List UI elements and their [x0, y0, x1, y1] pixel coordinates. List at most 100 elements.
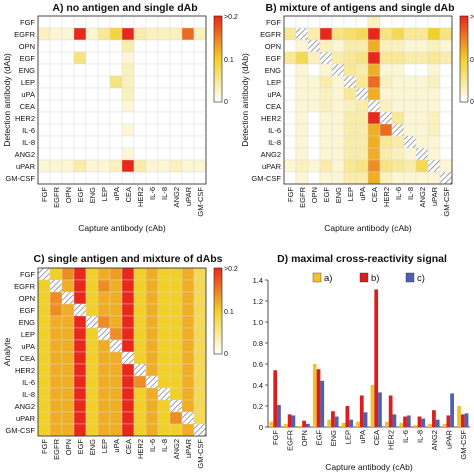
heatmap-cell [415, 111, 429, 125]
heatmap-cell [157, 375, 171, 389]
heatmap-cell [319, 147, 333, 161]
heatmap-cell [439, 123, 453, 137]
x-tick-label: uPAR [184, 438, 193, 458]
heatmap-cell [97, 375, 111, 389]
heatmap-cell [109, 51, 123, 65]
colorbar-tick-label: 0 [224, 99, 228, 106]
heatmap-cell [319, 63, 333, 77]
heatmap-cell [193, 51, 207, 65]
heatmap-cell [181, 15, 195, 29]
heatmap-cell [169, 387, 183, 401]
heatmap-cell [85, 375, 99, 389]
heatmap-cell [343, 111, 357, 125]
legend-swatch [405, 272, 415, 283]
heatmap-cell [109, 123, 123, 137]
heatmap-cell [133, 159, 147, 173]
heatmap-cell [121, 147, 135, 161]
x-tick-label: ANG2 [418, 187, 427, 207]
heatmap-cell [85, 423, 99, 437]
heatmap-cell [37, 399, 51, 413]
heatmap-cell [133, 63, 147, 77]
heatmap-cell [85, 147, 99, 161]
heatmap-cell [367, 159, 381, 173]
heatmap-cell [427, 147, 441, 161]
heatmap-cell [379, 135, 393, 149]
x-tick-label: EGFR [52, 438, 61, 459]
heatmap-cell [97, 423, 111, 437]
y-tick-label: 1.2 [253, 297, 263, 306]
x-tick-label: uPA [112, 187, 121, 201]
heatmap-cell [109, 363, 123, 377]
heatmap-cell [133, 375, 147, 389]
heatmap-cell [379, 147, 393, 161]
heatmap-cell [319, 99, 333, 113]
heatmap-cell [157, 39, 171, 53]
heatmap-cell [367, 39, 381, 53]
heatmap-cell [157, 315, 171, 329]
heatmap-cell [121, 315, 135, 329]
heatmap-cell [367, 99, 381, 113]
y-tick-label: EGF [266, 54, 282, 63]
heatmap-cell [73, 315, 87, 329]
heatmap-cell [109, 423, 123, 437]
heatmap-cell [169, 51, 183, 65]
heatmap-cell [415, 87, 429, 101]
y-tick-label: HER2 [15, 366, 35, 375]
heatmap-cell [61, 87, 75, 101]
x-tick-label: FGF [286, 187, 295, 202]
heatmap-cell [133, 423, 147, 437]
heatmap-cell [73, 39, 87, 53]
heatmap-cell [391, 87, 405, 101]
heatmap-cell [427, 15, 441, 29]
heatmap-cell [415, 147, 429, 161]
heatmap-cell [121, 267, 135, 281]
bar [435, 419, 440, 427]
heatmap-cell [193, 27, 207, 41]
heatmap-panel-b: B) mixture of antigens and single dAb FGF… [240, 2, 474, 233]
heatmap-cell [307, 135, 321, 149]
chart-title: B) mixture of antigens and single dAb [265, 2, 454, 14]
heatmap-cell [85, 351, 99, 365]
heatmap-cell [37, 63, 51, 77]
heatmap-cell [319, 159, 333, 173]
heatmap-cell [181, 291, 195, 305]
heatmap-cell [157, 75, 171, 89]
heatmap-cell [97, 291, 111, 305]
heatmap-cell [181, 99, 195, 113]
bar [320, 380, 325, 427]
heatmap-cell [61, 375, 75, 389]
heatmap-cell [37, 111, 51, 125]
heatmap-cell [121, 279, 135, 293]
heatmap-cell [73, 399, 87, 413]
heatmap-cell [145, 159, 159, 173]
bar [406, 415, 411, 427]
heatmap-cell [391, 123, 405, 137]
y-tick-label: ANG2 [15, 402, 35, 411]
heatmap-cell [193, 327, 207, 341]
heatmap-cell [403, 27, 417, 41]
heatmap-cell [427, 171, 441, 185]
heatmap-cell [49, 351, 63, 365]
heatmap-cell [307, 111, 321, 125]
heatmap-cell [49, 99, 63, 113]
heatmap-cell [193, 75, 207, 89]
heatmap-cell [97, 315, 111, 329]
heatmap-cell [97, 63, 111, 77]
heatmap-cell [37, 303, 51, 317]
x-tick-label: EGF [315, 430, 324, 446]
heatmap-cell [133, 39, 147, 53]
heatmap-cell [121, 327, 135, 341]
y-tick-label: GM-CSF [251, 174, 281, 183]
heatmap-cell [121, 351, 135, 365]
y-axis-label: Analyte [2, 338, 12, 367]
heatmap-cell [121, 303, 135, 317]
heatmap-cell [331, 51, 345, 65]
x-tick-label: HER2 [136, 439, 145, 459]
heatmap-cell [61, 399, 75, 413]
heatmap-cell [133, 15, 147, 29]
heatmap-cell [169, 27, 183, 41]
heatmap-cell [37, 363, 51, 377]
y-tick-label: ANG2 [15, 150, 35, 159]
heatmap-cell [85, 87, 99, 101]
heatmap-cell [145, 375, 159, 389]
